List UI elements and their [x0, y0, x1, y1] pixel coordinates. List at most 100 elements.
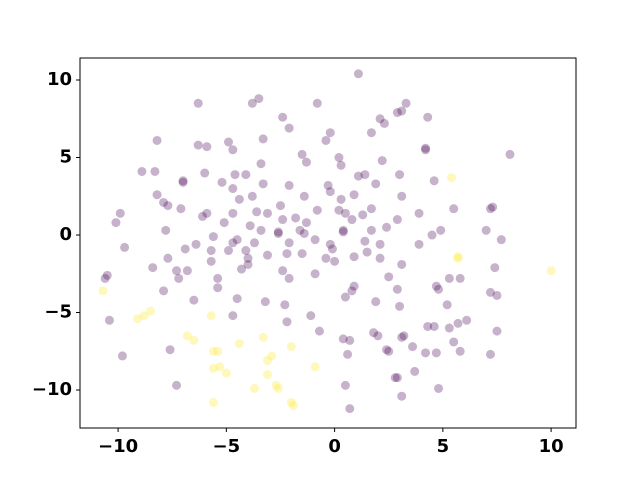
- scatter-point: [353, 69, 363, 79]
- scatter-point: [219, 218, 229, 228]
- scatter-point: [392, 108, 402, 118]
- scatter-point: [137, 166, 147, 176]
- scatter-point: [284, 123, 294, 133]
- scatter-point: [449, 204, 459, 214]
- scatter-point: [208, 346, 218, 356]
- scatter-point: [492, 290, 502, 300]
- scatter-point: [282, 317, 292, 327]
- scatter-point: [312, 98, 322, 108]
- scatter-point: [366, 204, 376, 214]
- scatter-point: [349, 190, 359, 200]
- scatter-point: [278, 266, 288, 276]
- scatter-point: [234, 194, 244, 204]
- scatter-point: [232, 235, 242, 245]
- scatter-point: [247, 191, 257, 201]
- scatter-point: [301, 157, 311, 167]
- scatter-point: [395, 170, 405, 180]
- scatter-point: [343, 349, 353, 359]
- scatter-point: [334, 205, 344, 215]
- scatter-point: [243, 253, 253, 263]
- scatter-point: [193, 140, 203, 150]
- scatter-point: [278, 112, 288, 122]
- scatter-point: [327, 244, 337, 254]
- scatter-point: [371, 179, 381, 189]
- scatter-point: [546, 266, 556, 276]
- scatter-point: [262, 370, 272, 380]
- scatter-point: [455, 346, 465, 356]
- scatter-point: [353, 171, 363, 181]
- x-tick-label: 0: [328, 436, 341, 457]
- scatter-point: [258, 134, 268, 144]
- scatter-point: [379, 118, 389, 128]
- scatter-point: [247, 98, 257, 108]
- scatter-point: [139, 311, 149, 321]
- scatter-point: [485, 287, 495, 297]
- scatter-point: [249, 238, 259, 248]
- scatter-point: [286, 342, 296, 352]
- scatter-point: [462, 315, 472, 325]
- scatter-point: [295, 225, 305, 235]
- scatter-point: [375, 114, 385, 124]
- scatter-point: [260, 297, 270, 307]
- scatter-point: [390, 373, 400, 383]
- scatter-point: [429, 176, 439, 186]
- scatter-point: [442, 300, 452, 310]
- y-tick-label: 5: [59, 147, 72, 168]
- scatter-point: [206, 246, 216, 256]
- scatter-point: [496, 235, 506, 245]
- scatter-point: [330, 256, 340, 266]
- scatter-point: [213, 283, 223, 293]
- scatter-point: [366, 225, 376, 235]
- scatter-point: [256, 159, 266, 169]
- scatter-point: [453, 252, 463, 262]
- scatter-point: [485, 349, 495, 359]
- scatter-point: [455, 273, 465, 283]
- scatter-point: [221, 368, 231, 378]
- scatter-point: [208, 397, 218, 407]
- y-tick-label: −10: [32, 379, 72, 400]
- scatter-point: [284, 180, 294, 190]
- scatter-point: [117, 351, 127, 361]
- scatter-point: [111, 218, 121, 228]
- scatter-point: [421, 348, 431, 358]
- scatter-point: [189, 335, 199, 345]
- scatter-point: [431, 281, 441, 291]
- scatter-point: [338, 225, 348, 235]
- scatter-point: [323, 180, 333, 190]
- scatter-point: [321, 253, 331, 263]
- scatter-point: [245, 221, 255, 231]
- scatter-point: [198, 211, 208, 221]
- scatter-point: [299, 191, 309, 201]
- scatter-point: [336, 160, 346, 170]
- scatter-point: [392, 284, 402, 294]
- scatter-point: [325, 239, 335, 249]
- scatter-point: [340, 208, 350, 218]
- scatter-point: [249, 383, 259, 393]
- scatter-point: [392, 373, 402, 383]
- scatter-point: [284, 238, 294, 248]
- scatter-point: [408, 342, 418, 352]
- scatter-point: [306, 311, 316, 321]
- scatter-point: [325, 187, 335, 197]
- scatter-point: [208, 363, 218, 373]
- scatter-point: [395, 301, 405, 311]
- scatter-point: [280, 300, 290, 310]
- scatter-point: [254, 94, 264, 104]
- plot-frame: [79, 57, 577, 429]
- scatter-point: [262, 250, 272, 260]
- scatter-point: [228, 208, 238, 218]
- scatter-point: [336, 194, 346, 204]
- scatter-point: [161, 225, 171, 235]
- scatter-point: [206, 256, 216, 266]
- scatter-point: [288, 401, 298, 411]
- scatter-point: [334, 153, 344, 163]
- scatter-point: [382, 222, 392, 232]
- scatter-point: [228, 184, 238, 194]
- scatter-point: [384, 272, 394, 282]
- scatter-point: [397, 191, 407, 201]
- scatter-point: [189, 295, 199, 305]
- scatter-point: [237, 264, 247, 274]
- scatter-point: [312, 205, 322, 215]
- scatter-point: [505, 149, 515, 159]
